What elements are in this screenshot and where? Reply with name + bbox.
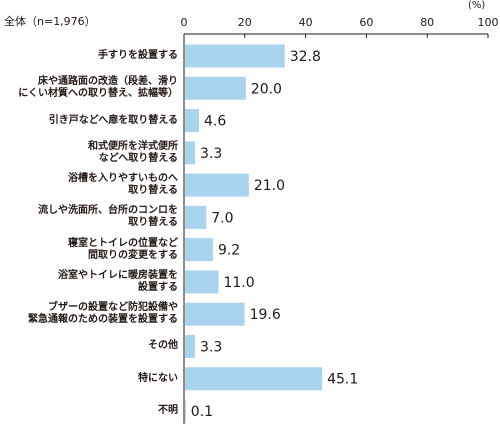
category-label-line: 緊急通報のための装置を設置する bbox=[28, 314, 178, 326]
bar bbox=[185, 302, 245, 326]
category-label: 寝室とトイレの位置など 間取りの変更をする bbox=[68, 238, 178, 262]
x-tick-label: 20 bbox=[238, 16, 252, 29]
category-label: 床や通路面の改造（段差、滑り にくい材質への取り替え、拡幅等） bbox=[18, 76, 178, 100]
bar bbox=[185, 367, 323, 391]
category-label-line: 床や通路面の改造（段差、滑り bbox=[38, 76, 178, 88]
category-label: その他 bbox=[148, 340, 178, 352]
x-tick-label: 80 bbox=[420, 16, 434, 29]
value-label: 3.3 bbox=[200, 146, 222, 162]
category-label-line: 浴槽を入りやすいものへ bbox=[68, 173, 178, 185]
x-tick-label: 60 bbox=[359, 16, 373, 29]
unit-label: (%) bbox=[468, 0, 486, 11]
value-label: 45.1 bbox=[327, 372, 358, 388]
bar bbox=[185, 205, 207, 229]
category-label: 手すりを設置する bbox=[98, 50, 178, 62]
category-label-line: 取り替える bbox=[128, 217, 178, 229]
category-label-line: 設置する bbox=[138, 281, 178, 293]
category-label: 浴室やトイレに暖房装置を 設置する bbox=[58, 270, 178, 294]
category-label-line: 流しや洗面所、台所のコンロを bbox=[38, 205, 178, 217]
x-tick-label: 40 bbox=[299, 16, 313, 29]
bar bbox=[185, 399, 186, 423]
category-label: 浴槽を入りやすいものへ 取り替える bbox=[68, 173, 178, 197]
category-label: 流しや洗面所、台所のコンロを 取り替える bbox=[38, 205, 178, 229]
value-label: 4.6 bbox=[204, 114, 226, 130]
category-label-line: にくい材質への取り替え、拡幅等） bbox=[18, 88, 178, 100]
value-label: 21.0 bbox=[254, 178, 285, 194]
bar bbox=[185, 173, 249, 197]
value-label: 9.2 bbox=[218, 243, 240, 259]
value-label: 11.0 bbox=[223, 275, 254, 291]
category-label-line: ブザーの設置など防犯設備や bbox=[48, 302, 178, 314]
category-label-line: などへ取り替える bbox=[98, 152, 178, 164]
category-label-line: 引き戸などへ扉を取り替える bbox=[48, 114, 178, 126]
bar bbox=[185, 334, 196, 358]
bar bbox=[185, 76, 246, 100]
value-label: 0.1 bbox=[191, 404, 213, 420]
category-label-line: 手すりを設置する bbox=[98, 50, 178, 61]
category-label: 引き戸などへ扉を取り替える bbox=[49, 115, 178, 127]
category-label: ブザーの設置など防犯設備や 緊急通報のための装置を設置する bbox=[28, 302, 178, 326]
bar bbox=[185, 141, 196, 165]
value-label: 32.8 bbox=[290, 49, 321, 65]
value-label: 19.6 bbox=[250, 307, 281, 323]
bar bbox=[185, 109, 199, 133]
bar bbox=[185, 238, 213, 262]
category-label: 不明 bbox=[158, 405, 178, 417]
category-label-line: 和式便所を洋式便所 bbox=[88, 140, 178, 152]
category-label-line: 取り替える bbox=[128, 185, 178, 197]
value-label: 20.0 bbox=[251, 81, 282, 97]
category-label: 和式便所を洋式便所 などへ取り替える bbox=[88, 141, 178, 165]
category-label-line: 浴室やトイレに暖房装置を bbox=[58, 269, 178, 281]
bar bbox=[185, 44, 285, 68]
category-label: 特にない bbox=[138, 373, 178, 385]
sample-group-label: 全体（n=1,976） bbox=[4, 15, 96, 28]
category-label-line: その他 bbox=[148, 340, 178, 352]
category-label-line: 不明 bbox=[158, 405, 178, 416]
category-label-line: 間取りの変更をする bbox=[88, 249, 178, 261]
category-label-line: 寝室とトイレの位置など bbox=[68, 237, 178, 249]
bar bbox=[185, 270, 219, 294]
value-label: 3.3 bbox=[200, 339, 222, 355]
x-tick-label: 100 bbox=[478, 16, 499, 29]
value-label: 7.0 bbox=[211, 210, 233, 226]
category-label-line: 特にない bbox=[138, 372, 178, 384]
x-tick-label: 0 bbox=[181, 16, 188, 29]
